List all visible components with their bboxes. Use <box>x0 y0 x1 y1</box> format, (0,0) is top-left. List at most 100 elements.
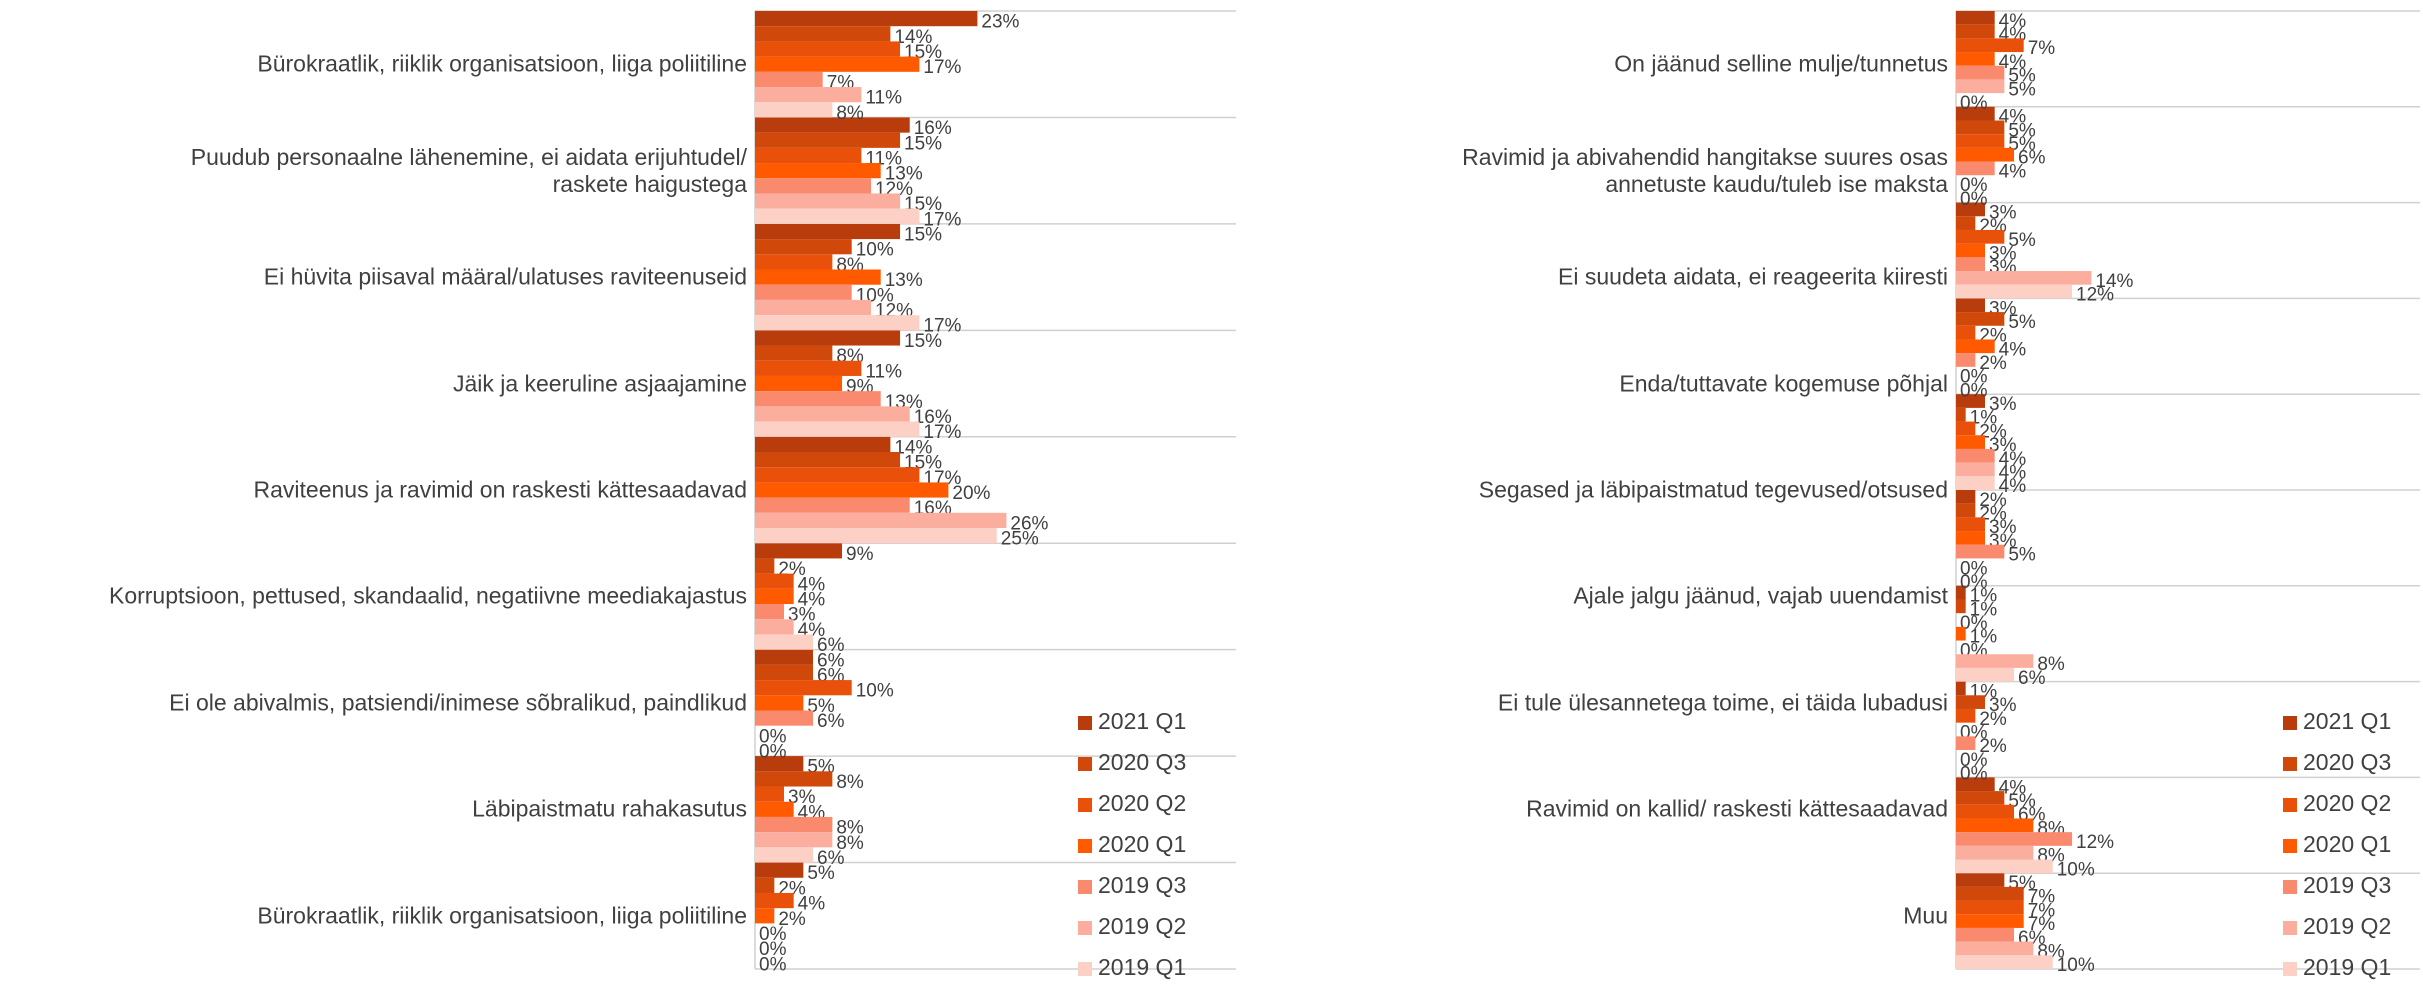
bar <box>755 345 833 361</box>
value-label: 6% <box>2018 668 2046 689</box>
value-label: 16% <box>914 118 952 139</box>
legend-swatch <box>1078 839 1092 853</box>
bar <box>1956 736 1976 751</box>
value-label: 3% <box>788 787 816 808</box>
value-label: 3% <box>1989 517 2017 538</box>
value-label: 0% <box>759 726 787 747</box>
bar <box>1956 955 2053 969</box>
bar <box>1956 927 2015 942</box>
value-label: 5% <box>2008 66 2036 87</box>
bar <box>1956 448 1995 463</box>
bar <box>1956 106 1995 121</box>
value-label: 5% <box>2008 230 2036 251</box>
legend-label: 2019 Q3 <box>1098 872 1186 898</box>
category-label: Enda/tuttavate kogemuse põhjal <box>1619 370 1948 397</box>
bar <box>755 634 814 650</box>
value-label: 0% <box>759 742 787 763</box>
bar <box>755 315 920 331</box>
value-label: 13% <box>885 164 923 185</box>
value-label: 8% <box>836 833 864 854</box>
bar <box>1956 490 1976 504</box>
value-label: 1% <box>1970 586 1998 607</box>
value-label: 2% <box>1979 709 2007 730</box>
value-label: 3% <box>1989 394 2017 415</box>
value-label: 9% <box>846 544 874 565</box>
value-label: 15% <box>904 331 942 352</box>
value-label: 12% <box>2076 832 2114 853</box>
bar <box>1956 271 2092 285</box>
value-label: 8% <box>836 772 864 793</box>
value-label: 5% <box>2008 312 2036 333</box>
bar <box>755 771 833 787</box>
bar <box>1956 654 2034 668</box>
bar <box>1956 900 2024 915</box>
bar <box>1956 695 1986 709</box>
bar <box>755 497 910 513</box>
value-label: 4% <box>1999 52 2027 73</box>
category-label: Ravimid ja abivahendid hangitakse suures… <box>1462 143 1948 197</box>
bar <box>1956 599 1966 614</box>
bar <box>1956 585 1966 600</box>
legend-label: 2020 Q1 <box>2303 831 2391 857</box>
legend-swatch <box>2283 757 2297 771</box>
bar <box>755 786 785 802</box>
value-label: 1% <box>1970 408 1998 429</box>
legend-label: 2019 Q3 <box>2303 872 2391 898</box>
bar <box>1956 202 1986 217</box>
bar <box>755 588 794 605</box>
bar <box>1956 667 2015 682</box>
bar <box>1956 873 2005 887</box>
category-label: Korruptsioon, pettused, skandaalid, nega… <box>108 582 747 609</box>
value-label: 5% <box>2008 120 2036 141</box>
legend-swatch <box>1078 880 1092 894</box>
value-label: 4% <box>1999 777 2027 798</box>
value-label: 0% <box>1960 175 1988 196</box>
value-label: 7% <box>2028 38 2056 59</box>
bar <box>755 862 804 878</box>
bar <box>1956 517 1986 532</box>
bar <box>755 512 1007 529</box>
bar <box>1956 791 2005 805</box>
legend-label: 2020 Q3 <box>1098 749 1186 775</box>
legend-swatch <box>2283 798 2297 812</box>
value-label: 14% <box>894 437 932 458</box>
bar <box>755 223 901 240</box>
legend-swatch <box>2283 716 2297 730</box>
legend-label: 2019 Q2 <box>2303 913 2391 939</box>
bar <box>1956 914 2024 928</box>
bar <box>755 528 997 544</box>
category-label: Muu <box>1903 902 1948 929</box>
bar <box>1956 134 2005 148</box>
category-label: Ravimid on kallid/ raskesti kättesaadava… <box>1526 795 1948 822</box>
value-label: 10% <box>856 240 894 261</box>
bar <box>1956 11 1995 25</box>
value-label: 4% <box>1999 107 2027 128</box>
bar <box>1956 65 2005 80</box>
value-label: 23% <box>981 12 1019 33</box>
bar <box>755 360 862 376</box>
bar <box>1956 626 1966 641</box>
value-label: 0% <box>1960 93 1988 114</box>
value-label: 0% <box>1960 367 1988 388</box>
value-label: 4% <box>1999 449 2027 470</box>
bar <box>1956 832 2073 846</box>
legend-label: 2021 Q1 <box>2303 708 2391 734</box>
bar <box>755 482 949 498</box>
value-label: 5% <box>2008 134 2036 155</box>
category-label: Raviteenus ja ravimid on raskesti kättes… <box>253 476 747 503</box>
bar <box>755 406 910 422</box>
value-label: 4% <box>1999 476 2027 497</box>
bar <box>1956 476 1995 490</box>
bar <box>1956 325 1976 340</box>
bar <box>755 619 794 635</box>
bar <box>755 147 862 164</box>
value-label: 26% <box>1010 513 1048 534</box>
bar <box>755 193 901 209</box>
value-label: 8% <box>836 818 864 839</box>
bar <box>1956 886 2024 901</box>
legend-swatch <box>1078 962 1092 976</box>
value-label: 0% <box>1960 558 1988 579</box>
bar <box>755 436 891 452</box>
